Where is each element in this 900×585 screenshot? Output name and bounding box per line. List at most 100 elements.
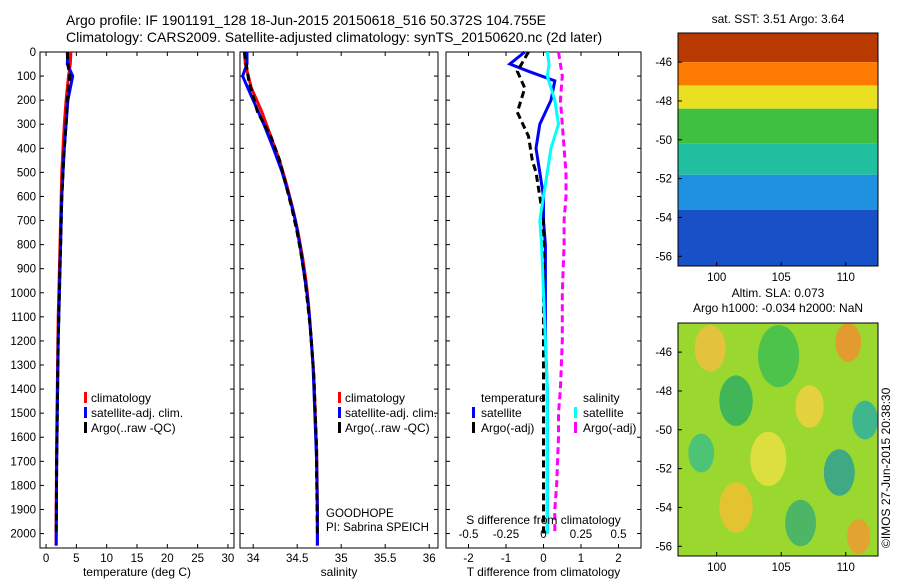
sst-band bbox=[678, 108, 878, 144]
sla-anomaly bbox=[719, 375, 753, 426]
sla-anomaly bbox=[785, 499, 817, 547]
x-tick-label: 20 bbox=[161, 553, 174, 565]
legend-swatch bbox=[338, 422, 341, 433]
x-tick-label: -2 bbox=[463, 553, 473, 565]
legend-label: satellite-adj. clim. bbox=[91, 406, 183, 420]
legend-label: Argo(..raw -QC) bbox=[91, 421, 176, 435]
header-line-1: Argo profile: IF 1901191_128 18-Jun-2015… bbox=[66, 12, 546, 28]
sla-anomaly bbox=[688, 433, 715, 473]
depth-tick-label: 1900 bbox=[10, 504, 36, 516]
x-tick-label: 15 bbox=[131, 553, 144, 565]
temperature-panel: 0100200300400500600700800900100011001200… bbox=[10, 47, 235, 579]
difference-salinity-xlabel: S difference from climatology bbox=[466, 513, 621, 527]
sla_map-image bbox=[678, 323, 878, 556]
depth-tick-label: 1100 bbox=[11, 312, 36, 324]
lat-tick-label: -46 bbox=[655, 347, 672, 359]
annotation-project: GOODHOPE bbox=[326, 508, 394, 520]
lat-tick-label: -48 bbox=[655, 96, 672, 108]
lat-tick-label: -56 bbox=[655, 541, 672, 553]
depth-tick-label: 0 bbox=[30, 47, 36, 59]
legend-title-salinity: salinity bbox=[583, 391, 620, 405]
top-x-tick-label: 0 bbox=[540, 529, 546, 541]
legend-swatch bbox=[338, 392, 341, 403]
lon-tick-label: 105 bbox=[772, 272, 791, 284]
x-tick-label: 25 bbox=[191, 553, 204, 565]
sla-anomaly bbox=[847, 519, 871, 555]
sla-map-title-1: Altim. SLA: 0.073 bbox=[732, 286, 825, 300]
x-tick-label: -1 bbox=[501, 553, 511, 565]
sst-band bbox=[678, 33, 878, 63]
sst-band bbox=[678, 62, 878, 86]
lat-tick-label: -48 bbox=[655, 386, 672, 398]
depth-tick-label: 900 bbox=[17, 264, 36, 276]
legend-swatch bbox=[574, 407, 577, 418]
sla_map-frame bbox=[677, 322, 879, 557]
sla-anomaly bbox=[758, 324, 800, 388]
series-line-s-satellite bbox=[538, 51, 561, 534]
depth-tick-label: 700 bbox=[17, 216, 36, 228]
depth-tick-label: 400 bbox=[17, 143, 36, 155]
legend-label: climatology bbox=[91, 391, 151, 405]
lat-tick-label: -50 bbox=[655, 425, 672, 437]
x-tick-label: 10 bbox=[100, 553, 113, 565]
depth-tick-label: 1500 bbox=[10, 408, 36, 420]
sst-band bbox=[678, 209, 878, 266]
top-x-tick-label: -0.25 bbox=[493, 529, 519, 541]
depth-tick-label: 1200 bbox=[10, 336, 36, 348]
x-tick-label: 0 bbox=[43, 553, 49, 565]
lon-tick-label: 100 bbox=[707, 272, 726, 284]
sla-anomaly bbox=[795, 385, 824, 428]
top-x-tick-label: 0.5 bbox=[611, 529, 627, 541]
temperature-frame bbox=[39, 51, 235, 549]
top-x-tick-label: 0.25 bbox=[570, 529, 592, 541]
header-line-2: Climatology: CARS2009. Satellite-adjuste… bbox=[66, 29, 602, 45]
depth-tick-label: 1000 bbox=[10, 288, 36, 300]
x-tick-label: 34.5 bbox=[286, 553, 308, 565]
sst-map-title: sat. SST: 3.51 Argo: 3.64 bbox=[712, 12, 845, 26]
lat-tick-label: -50 bbox=[655, 135, 672, 147]
lat-tick-label: -52 bbox=[655, 174, 672, 186]
sst-band bbox=[678, 143, 878, 175]
sla-anomaly bbox=[835, 323, 862, 362]
sst-band bbox=[678, 174, 878, 210]
depth-tick-label: 800 bbox=[17, 240, 36, 252]
x-tick-label: 0 bbox=[540, 553, 546, 565]
depth-tick-label: 1300 bbox=[10, 360, 36, 372]
depth-tick-label: 1800 bbox=[10, 480, 36, 492]
annotation-pi: PI: Sabrina SPEICH bbox=[326, 522, 429, 534]
x-tick-label: 5 bbox=[73, 553, 79, 565]
legend-swatch bbox=[84, 407, 87, 418]
lat-tick-label: -54 bbox=[655, 212, 672, 224]
x-tick-label: 1 bbox=[578, 553, 584, 565]
legend-swatch bbox=[338, 407, 341, 418]
legend-label: satellite bbox=[481, 406, 522, 420]
lon-tick-label: 100 bbox=[707, 562, 726, 574]
legend-label: Argo(-adj) bbox=[583, 421, 636, 435]
legend-label: Argo(..raw -QC) bbox=[345, 421, 430, 435]
difference-panel: -2 -1 0 1 2T difference from climatology temp… bbox=[445, 50, 642, 579]
sla-anomaly bbox=[694, 324, 726, 372]
sla-anomaly bbox=[823, 449, 855, 496]
lat-tick-label: -54 bbox=[655, 502, 672, 514]
lat-tick-label: -46 bbox=[655, 57, 672, 69]
legend-label: satellite bbox=[583, 406, 624, 420]
legend-swatch bbox=[472, 422, 475, 433]
legend-swatch bbox=[472, 407, 475, 418]
legend-title-temperature: temperature bbox=[481, 391, 546, 405]
lon-tick-label: 105 bbox=[772, 562, 791, 574]
depth-tick-label: 600 bbox=[17, 191, 36, 203]
top-x-tick-label: -0.5 bbox=[459, 529, 479, 541]
legend-label: satellite-adj. clim. bbox=[345, 406, 437, 420]
legend-swatch bbox=[574, 422, 577, 433]
series-line-argo-raw-qc- bbox=[242, 51, 319, 534]
sst_map-panel: -46 -48 -50 -52 -54 -56 100 105 110 sat. SST: 3.5… bbox=[655, 12, 879, 284]
sla-map-title-2: Argo h1000: -0.034 h2000: NaN bbox=[693, 301, 863, 315]
depth-tick-label: 100 bbox=[17, 71, 36, 83]
x-tick-label: 35.5 bbox=[374, 553, 396, 565]
sla-anomaly bbox=[852, 400, 878, 440]
legend-swatch bbox=[84, 392, 87, 403]
depth-tick-label: 1600 bbox=[10, 432, 36, 444]
temperature-xlabel: temperature (deg C) bbox=[83, 565, 191, 579]
depth-tick-label: 200 bbox=[17, 95, 36, 107]
